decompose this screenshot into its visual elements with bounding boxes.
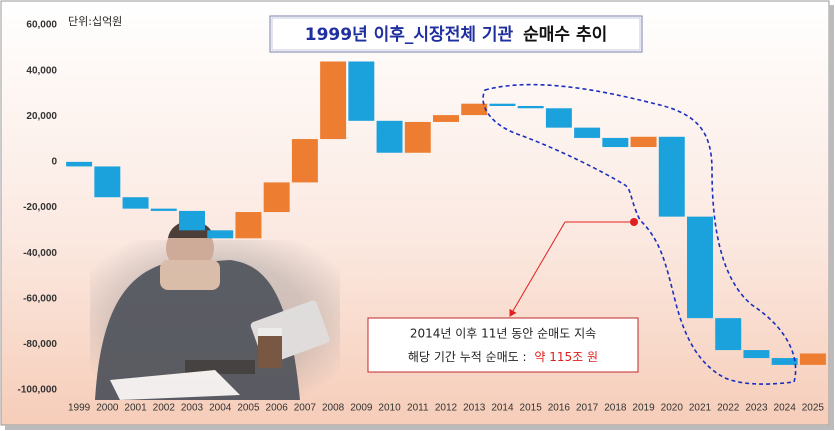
x-tick-label: 2014 — [491, 403, 514, 414]
x-tick-label: 2021 — [689, 403, 712, 414]
bar — [122, 197, 149, 209]
y-tick-label: 40,000 — [26, 65, 57, 76]
x-tick-label: 2009 — [350, 403, 373, 414]
bar — [630, 136, 657, 148]
x-tick-label: 2020 — [661, 403, 684, 414]
annotation-box — [367, 317, 639, 373]
x-tick-label: 2018 — [604, 403, 627, 414]
bar — [320, 61, 347, 140]
bar — [376, 120, 403, 153]
bar — [461, 103, 488, 116]
highlight-outline — [482, 83, 797, 385]
y-tick-label: 0 — [51, 157, 57, 168]
annotation-text: 해당 기간 누적 순매도 : — [408, 350, 527, 364]
x-tick-label: 2004 — [209, 403, 232, 414]
shadow — [5, 425, 834, 430]
bar — [743, 350, 770, 359]
y-tick-label: -60,000 — [23, 293, 57, 304]
bar — [545, 108, 572, 128]
x-tick-label: 2010 — [378, 403, 401, 414]
title-highlight: 1999년 이후_시장전체 기관 — [305, 24, 514, 45]
x-tick-label: 2019 — [632, 403, 655, 414]
bar — [715, 318, 742, 351]
x-tick-label: 2006 — [266, 403, 289, 414]
bar — [687, 216, 713, 319]
y-tick-label: 60,000 — [26, 20, 57, 31]
x-tick-label: 2002 — [153, 403, 176, 414]
shadow — [829, 5, 834, 429]
annotation-line: 2014년 이후 11년 동안 순매도 지속 — [410, 327, 596, 341]
x-tick-label: 2017 — [576, 403, 599, 414]
y-tick-label: -80,000 — [23, 339, 57, 350]
bar — [489, 103, 516, 106]
bar — [658, 136, 685, 217]
x-tick-label: 2008 — [322, 403, 345, 414]
y-tick-label: -20,000 — [23, 202, 57, 213]
x-tick-label: 2015 — [520, 403, 543, 414]
title-rest: 순매수 추이 — [523, 25, 607, 45]
x-tick-label: 2025 — [802, 403, 825, 414]
x-tick-label: 2005 — [237, 403, 260, 414]
bar — [66, 161, 93, 167]
x-tick-label: 2003 — [181, 403, 204, 414]
pointer-arrow — [509, 221, 566, 317]
bar — [263, 182, 290, 213]
y-tick-label: -40,000 — [23, 248, 57, 259]
title-box-inner — [271, 17, 641, 51]
x-tick-label: 1999 — [68, 403, 91, 414]
unit-label: 단위:십억원 — [68, 15, 122, 28]
title-box — [269, 15, 643, 53]
bar — [291, 139, 318, 183]
x-tick-label: 2007 — [294, 403, 317, 414]
pointer-dot — [630, 218, 638, 226]
bar — [574, 127, 601, 138]
bar — [433, 115, 459, 122]
bar — [235, 212, 262, 239]
x-tick-label: 2013 — [463, 403, 486, 414]
y-tick-label: -100,000 — [18, 385, 58, 396]
x-tick-label: 2016 — [548, 403, 571, 414]
bar — [404, 121, 431, 153]
bar — [94, 166, 121, 198]
x-tick-label: 2023 — [745, 403, 768, 414]
bar — [771, 358, 798, 365]
bar — [517, 105, 544, 109]
x-tick-label: 2001 — [124, 403, 147, 414]
annotation-line: 해당 기간 누적 순매도 : 약 115조 원 — [408, 349, 598, 364]
bar — [799, 353, 826, 365]
bar — [179, 210, 205, 231]
x-tick-label: 2011 — [407, 403, 429, 414]
x-tick-label: 2000 — [96, 403, 119, 414]
x-tick-label: 2012 — [435, 403, 458, 414]
y-tick-label: 20,000 — [26, 111, 57, 122]
plot: -100,000 -80,000 -60,000 -40,000 -20,000 0 20,… — [18, 20, 826, 414]
photo — [90, 220, 340, 400]
bar — [150, 208, 177, 211]
annotation-highlight: 약 115조 원 — [534, 349, 598, 364]
x-tick-label: 2024 — [774, 403, 797, 414]
bar — [348, 61, 375, 121]
bar — [207, 230, 234, 239]
chart-title: 1999년 이후_시장전체 기관 순매수 추이 — [305, 24, 607, 45]
bar — [602, 137, 629, 148]
x-tick-label: 2022 — [717, 403, 740, 414]
